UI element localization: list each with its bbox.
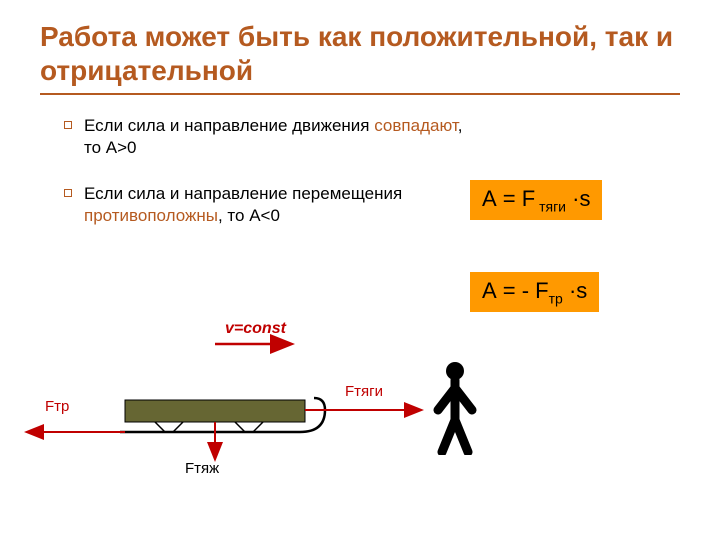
sled-strut-2	[173, 422, 183, 432]
force-diagram	[0, 0, 720, 540]
sled-strut-4	[253, 422, 263, 432]
sled-strut-1	[155, 422, 165, 432]
person-icon	[430, 360, 480, 455]
sled-body	[125, 400, 305, 422]
person-body	[438, 380, 472, 452]
sled-strut-3	[235, 422, 245, 432]
slide: Работа может быть как положительной, так…	[0, 0, 720, 540]
